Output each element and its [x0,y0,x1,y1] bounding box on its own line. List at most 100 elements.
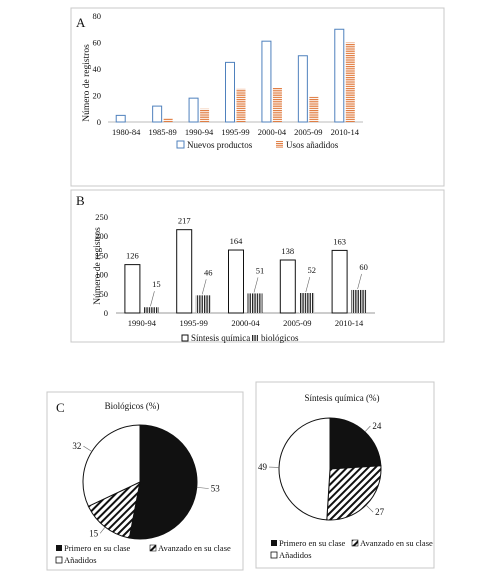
pie-biologicos-leader-avanzado-en-su-clase [99,526,106,534]
pie-biologicos-title: Biológicos (%) [105,401,160,411]
leader-biologicos-1995-99 [201,279,207,295]
panel-c-letter: C [56,400,65,415]
bar-biologicos-2005-09 [299,293,315,313]
chart-a-xtick: 1990-94 [185,127,214,137]
chart-a-xtick: 1985-89 [148,127,176,137]
chart-a-xtick: 1995-99 [221,127,249,137]
pie-sintesis-title: Síntesis química (%) [305,393,380,403]
label-sintesis-2000-04: 164 [230,236,244,246]
leader-biologicos-2000-04 [253,277,259,293]
bar-nuevos-2005-09 [297,55,308,123]
pie-sintesis-label-a-adidos: 49 [258,462,268,472]
chart-a: Número de registros 0 20 40 60 80 1980-84 198… [82,11,363,150]
label-biologicos-2010-14: 60 [359,262,368,272]
label-biologicos-2005-09: 52 [308,265,317,275]
pie-biologicos-label-avanzado-en-su-clase: 15 [89,528,99,538]
legend-swatch-biologicos [252,335,258,341]
pie-biologicos-slice-primero-en-su-clase [128,424,198,540]
label-biologicos-1995-99: 46 [204,267,213,277]
bar-biologicos-2000-04 [247,293,263,313]
pie-sintesis-slice-avanzado-en-su-clase [326,465,382,521]
chart-a-xtick: 1980-84 [112,127,141,137]
chart-a-ytick: 60 [93,38,102,48]
legend-swatch-avanzado [149,544,157,552]
legend-label-usos: Usos añadidos [286,140,339,150]
label-sintesis-1995-99: 217 [178,216,191,226]
leader-biologicos-1990-94 [150,291,155,307]
chart-b-ytick: 250 [95,212,108,222]
legend-label-biologicos: biológicos [261,333,299,343]
chart-b-ytick: 0 [104,308,108,318]
leader-biologicos-2010-14 [357,273,362,290]
bar-sintesis-2005-09 [279,259,296,314]
pie-biologicos-slice-avanzado-en-su-clase [87,481,141,539]
legend-label-primero-2: Primero en su clase [279,538,346,548]
chart-b-ytick: 100 [95,270,108,280]
bar-usos-1990-94 [200,108,210,122]
bar-sintesis-2000-04 [228,249,244,314]
pie-biologicos-slice-a-adidos [82,424,141,507]
pie-sintesis-leader-primero-en-su-clase [364,425,371,433]
panel-b-letter: B [76,193,85,208]
legend-label-nuevos: Nuevos productos [187,140,253,150]
legend-label-anadidos-2: Añadidos [279,550,312,560]
bar-nuevos-1995-99 [225,61,235,123]
bar-usos-1985-89 [163,118,173,122]
chart-b-legend: Síntesis química biológicos [181,333,299,343]
pie-biologicos-leader-primero-en-su-clase [196,487,209,489]
label-sintesis-2010-14: 163 [333,236,346,246]
bar-usos-1995-99 [236,88,246,122]
chart-a-ytick: 40 [93,64,102,74]
chart-b: Número de registros 0 50 100 150 200 250 126 1… [93,212,375,343]
legend-swatch-avanzado-2 [351,539,359,547]
chart-a-xtick: 2010-14 [331,127,360,137]
bar-nuevos-1980-84 [115,114,126,123]
panel-a-letter: A [76,15,86,30]
chart-a-ylabel: Número de registros [82,44,92,122]
label-sintesis-1990-94: 126 [126,251,139,261]
chart-a-ytick: 80 [93,11,102,21]
chart-a-ytick: 0 [97,117,101,127]
bar-nuevos-2000-04 [261,40,272,123]
bar-sintesis-1995-99 [176,229,193,314]
chart-b-ytick: 200 [95,231,108,241]
legend-swatch-primero-2 [271,540,277,546]
pie-biologicos: Biológicos (%) 53 15 32 Primero en su clas… [55,401,231,565]
leader-biologicos-2005-09 [305,276,311,293]
legend-swatch-nuevos [176,140,185,149]
label-sintesis-2005-09: 138 [281,246,294,256]
bar-usos-2010-14 [345,42,355,122]
pie-sintesis-leader-avanzado-en-su-clase [365,504,374,513]
bar-usos-2000-04 [272,87,282,122]
label-biologicos-2000-04: 51 [256,265,265,275]
chart-b-ytick: 50 [100,289,109,299]
pie-sintesis-legend: Primero en su clase Avanzado en su clase… [270,538,433,560]
legend-label-avanzado: Avanzado en su clase [158,543,231,553]
chart-b-ylabel: Número de registros [93,227,103,305]
chart-b-ytick: 150 [95,250,108,260]
panel-a-frame [70,7,445,187]
label-biologicos-1990-94: 15 [152,279,161,289]
bar-biologicos-1995-99 [195,295,211,313]
chart-a-xtick: 2005-09 [294,127,322,137]
chart-a-ytick: 20 [93,91,102,101]
legend-label-primero: Primero en su clase [64,543,131,553]
pie-sintesis-slice-primero-en-su-clase [329,417,382,470]
pie-sintesis-label-primero-en-su-clase: 24 [372,421,382,431]
legend-label-avanzado-2: Avanzado en su clase [360,538,433,548]
legend-swatch-sintesis [181,334,189,342]
bar-nuevos-1985-89 [152,105,163,123]
pie-biologicos-legend: Primero en su clase Avanzado en su clase… [55,543,231,565]
chart-b-xtick: 1995-99 [180,318,208,328]
pie-sintesis: Síntesis química (%) 24 27 49 Primero en s… [258,393,433,560]
legend-swatch-usos [276,141,283,148]
legend-swatch-anadidos-2 [270,551,278,559]
legend-label-sintesis: Síntesis química [191,333,250,343]
bar-usos-2005-09 [309,96,319,122]
bar-biologicos-1990-94 [143,307,159,313]
legend-label-anadidos: Añadidos [64,555,97,565]
chart-b-xtick: 1990-94 [128,318,157,328]
legend-swatch-primero [56,545,62,551]
pie-biologicos-label-primero-en-su-clase: 53 [211,483,221,493]
